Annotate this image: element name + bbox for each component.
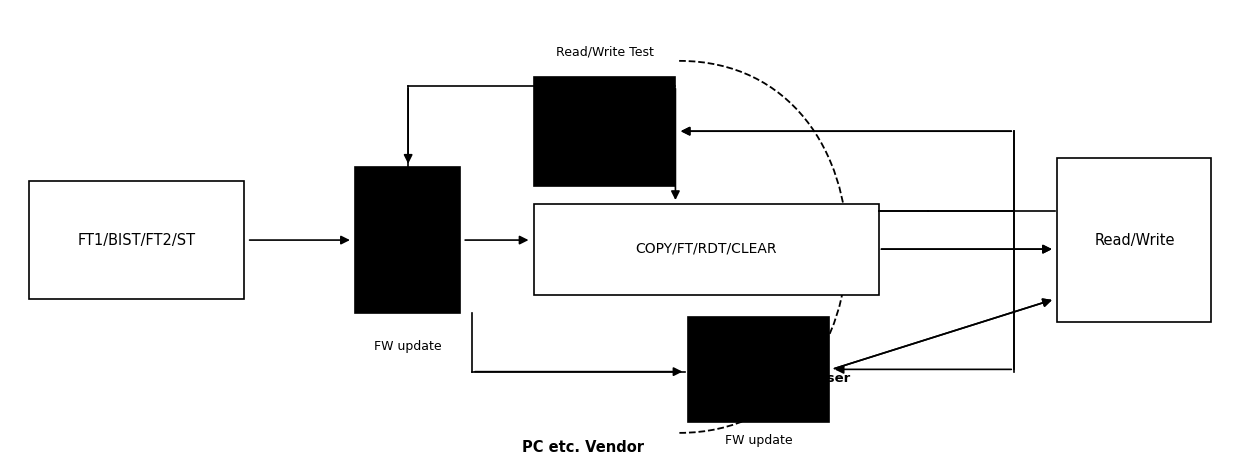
Text: Read/Write Test: Read/Write Test (557, 45, 655, 58)
Text: FW update: FW update (374, 340, 441, 353)
Text: COPY/FT/RDT/CLEAR: COPY/FT/RDT/CLEAR (635, 241, 777, 255)
FancyBboxPatch shape (1058, 158, 1211, 322)
FancyBboxPatch shape (533, 77, 676, 186)
Text: User: User (817, 372, 852, 385)
FancyBboxPatch shape (688, 317, 830, 421)
Text: FW update: FW update (725, 434, 794, 447)
FancyBboxPatch shape (533, 204, 879, 294)
Text: FT1/BIST/FT2/ST: FT1/BIST/FT2/ST (78, 232, 196, 248)
Text: PC etc. Vendor: PC etc. Vendor (522, 440, 644, 456)
FancyBboxPatch shape (355, 168, 460, 313)
Text: Read/Write: Read/Write (1095, 232, 1176, 248)
FancyBboxPatch shape (29, 181, 244, 299)
